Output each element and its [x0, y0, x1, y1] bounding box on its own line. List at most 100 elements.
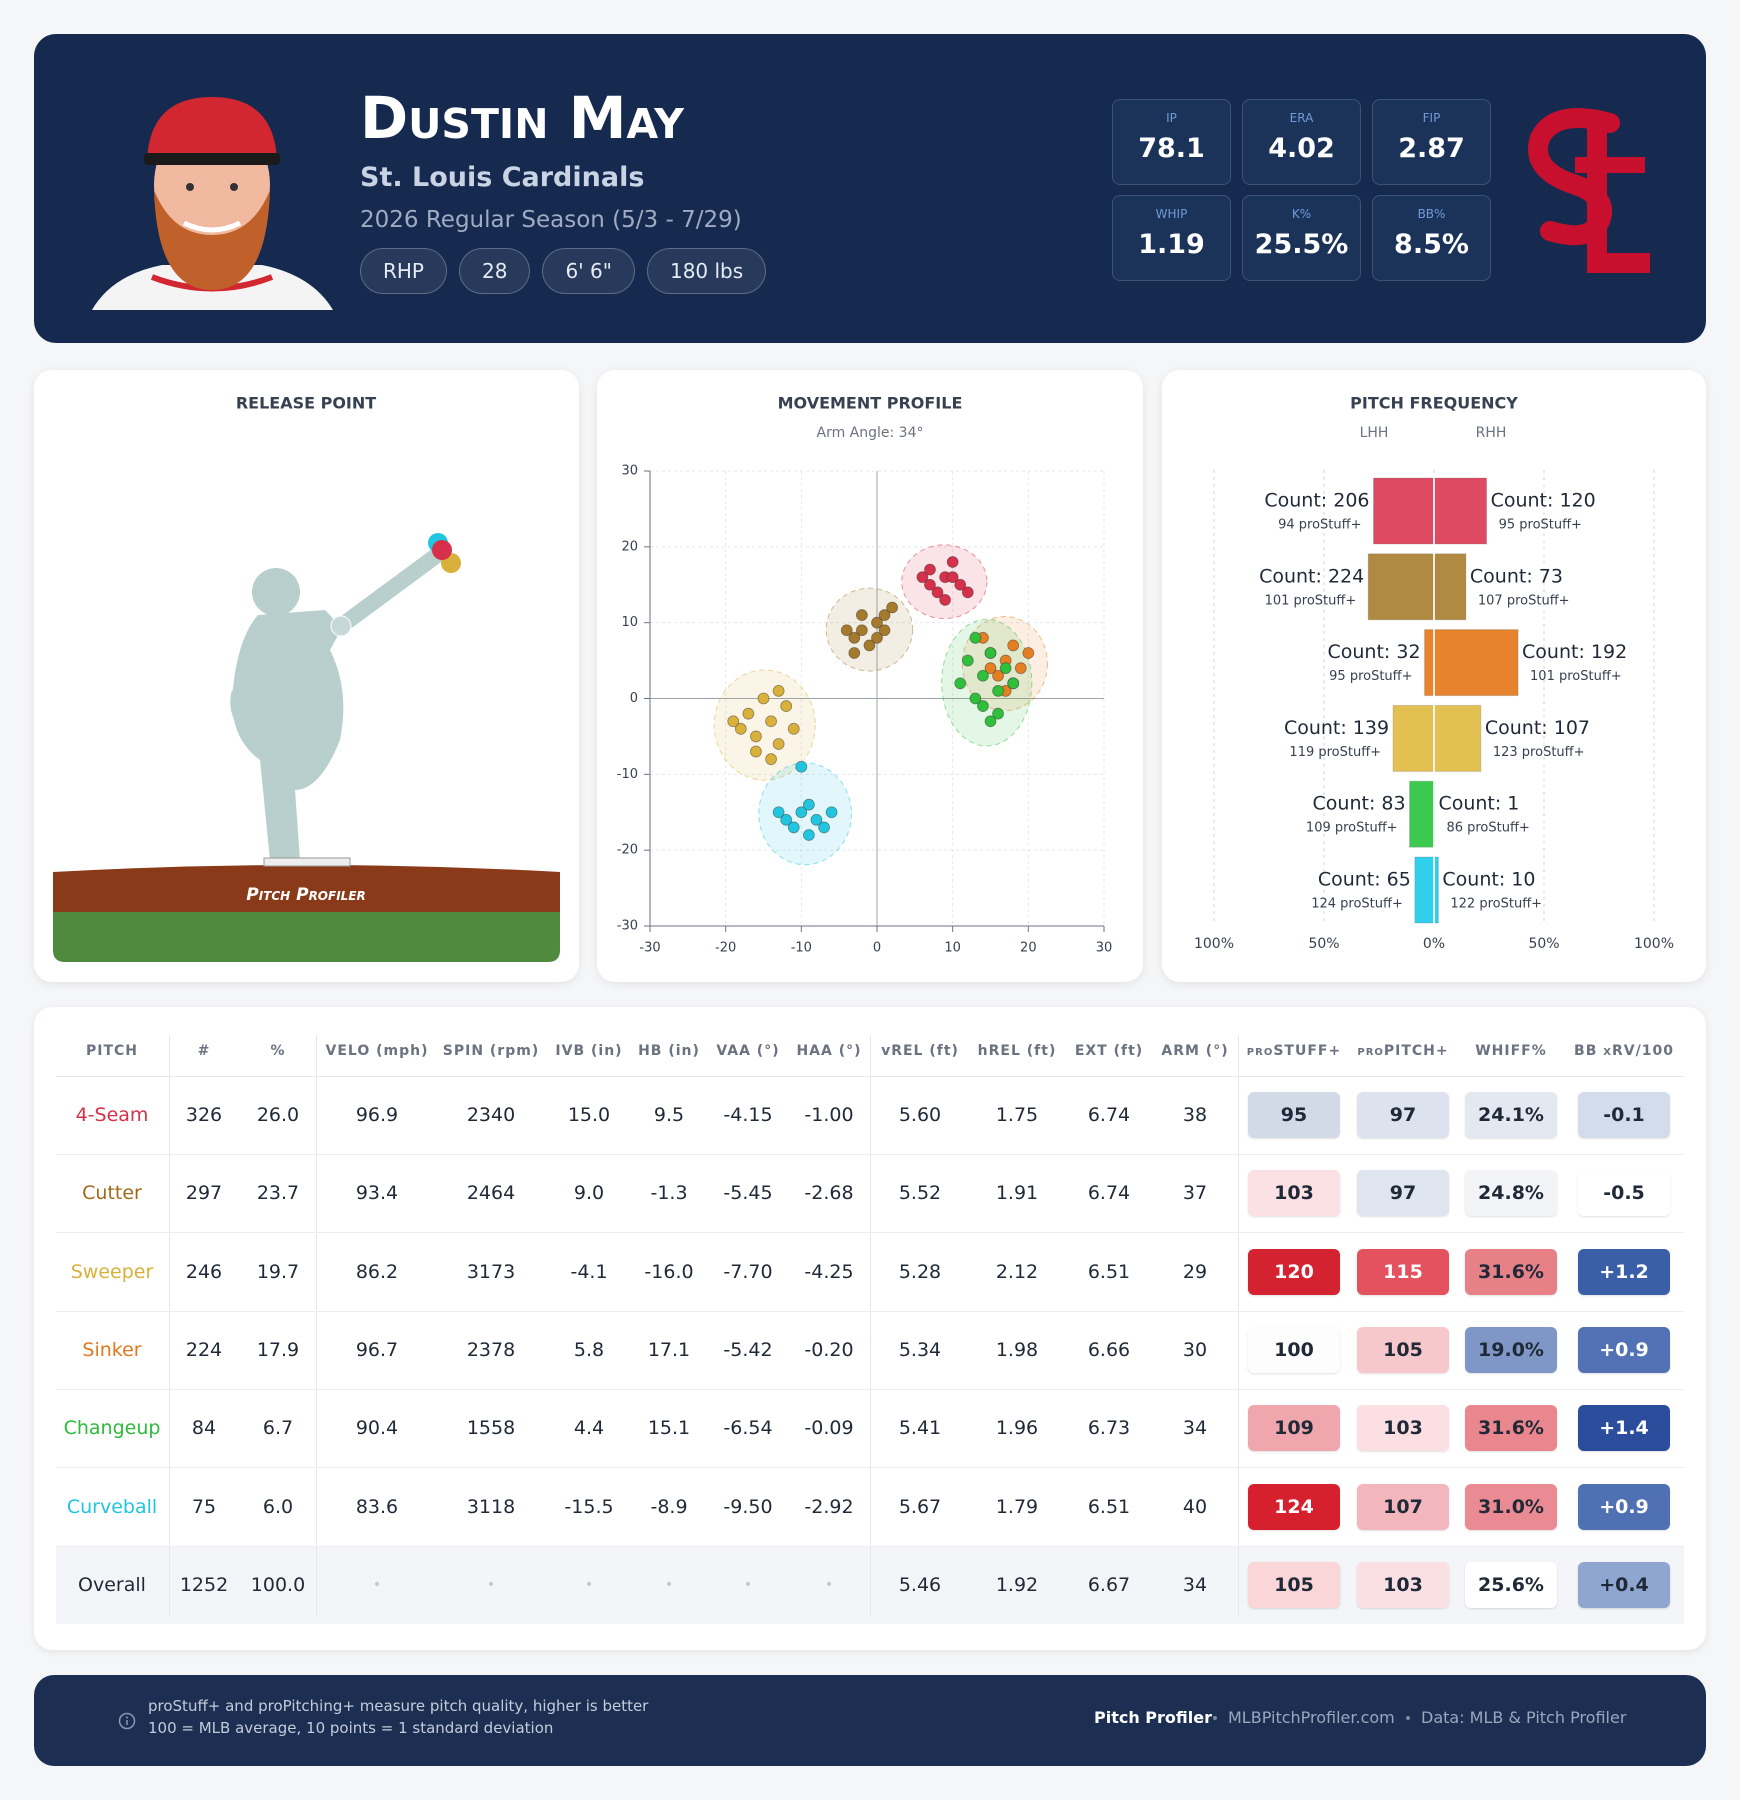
pitch-point [1022, 647, 1035, 659]
chart-subtitle: Arm Angle: 34° [817, 425, 924, 441]
cell: 23.7 [256, 1182, 300, 1205]
pitch-point [871, 631, 883, 644]
side-label: RHH [1476, 425, 1507, 441]
cell: 6.67 [1087, 1573, 1131, 1596]
count-label: Count: 120 [1491, 490, 1596, 512]
bar [1433, 704, 1482, 772]
cell: 19.7 [256, 1260, 300, 1283]
badge: +0.9 [1578, 1326, 1670, 1373]
badge: 100 [1248, 1326, 1340, 1373]
cluster-hull [713, 669, 816, 781]
cluster-hull [941, 618, 1033, 747]
x-tick-label: 0 [873, 941, 881, 956]
cell: -2.92 [804, 1495, 854, 1518]
pitch-name: Curveball [66, 1495, 158, 1518]
cell: 83.6 [355, 1495, 399, 1518]
column-header: % [270, 1043, 286, 1059]
cell: 6.51 [1087, 1260, 1131, 1283]
cell: -4.15 [723, 1104, 773, 1126]
separator [1213, 1716, 1217, 1720]
stat-label: ERA [1289, 111, 1314, 125]
cell: -9.50 [723, 1495, 773, 1518]
badge: 107 [1357, 1483, 1449, 1530]
y-tick-label: 30 [621, 464, 638, 479]
pitch-point [939, 594, 951, 606]
column-divider [870, 1035, 871, 1617]
badge: +1.4 [1578, 1405, 1670, 1452]
pitch-point [772, 685, 785, 697]
column-header: WHIFF% [1475, 1043, 1547, 1059]
chip: 28 [459, 248, 531, 294]
shoulder [330, 615, 352, 637]
stuff-label: 122 proStuff+ [1450, 897, 1542, 912]
bar [1424, 629, 1435, 697]
cell: 5.34 [898, 1338, 942, 1361]
badge: -0.5 [1578, 1170, 1670, 1217]
cell: 38 [1182, 1104, 1208, 1126]
cell: 15.1 [647, 1417, 691, 1440]
pitch-point [780, 813, 793, 826]
chip: 180 lbs [646, 248, 767, 294]
pitch-point [727, 715, 740, 728]
count-label: Count: 224 [1259, 565, 1364, 587]
cell: 1.79 [995, 1495, 1039, 1518]
cell: 6.0 [262, 1495, 294, 1518]
x-tick-label: 100% [1634, 936, 1674, 952]
count-label: Count: 107 [1485, 717, 1590, 739]
pitch-point [750, 745, 762, 758]
x-tick-label: 100% [1194, 936, 1234, 952]
pitch-point [855, 609, 868, 621]
stuff-label: 101 proStuff+ [1265, 593, 1357, 608]
cell: -4.1 [570, 1260, 608, 1283]
column-header: IVB (in) [555, 1043, 623, 1059]
cell: 1.98 [995, 1338, 1039, 1361]
cell: 5.52 [898, 1182, 942, 1205]
stat-value: 78.1 [1138, 133, 1205, 164]
pitch-point [969, 692, 982, 705]
stat-box: FIP 2.87 [1372, 99, 1491, 185]
pitch-point [780, 700, 793, 712]
footer-source: Data: MLB & Pitch Profiler [1421, 1708, 1627, 1727]
column-header: HAA (°) [796, 1043, 862, 1059]
cell: 30 [1182, 1338, 1208, 1361]
column-header: proSTUFF+ [1246, 1043, 1342, 1059]
rubber [263, 857, 351, 867]
badge: 103 [1357, 1561, 1449, 1608]
pitch-point [742, 707, 755, 720]
stat-value: 2.87 [1398, 133, 1465, 164]
stuff-label: 124 proStuff+ [1311, 897, 1403, 912]
pitch-point [855, 624, 868, 637]
cluster-hull [825, 587, 914, 672]
row-divider [56, 1232, 1684, 1234]
cell: 34 [1182, 1573, 1208, 1596]
cell: 4.4 [573, 1417, 605, 1440]
column-header: VAA (°) [716, 1043, 780, 1059]
cell: 5.41 [898, 1417, 942, 1440]
cell: 3173 [466, 1260, 516, 1283]
pitch-point [954, 677, 967, 690]
chip: 6' 6" [542, 248, 635, 294]
column-header: SPIN (rpm) [442, 1043, 540, 1059]
footer: proStuff+ and proPitching+ measure pitch… [34, 1675, 1706, 1766]
badge: 124 [1248, 1483, 1340, 1530]
stat-box: WHIP 1.19 [1112, 195, 1231, 281]
row-divider [56, 1310, 1684, 1312]
pitch-point [992, 685, 1004, 697]
bar [1373, 477, 1435, 545]
stat-value: 25.5% [1254, 229, 1349, 260]
count-label: Count: 32 [1327, 641, 1420, 663]
badge: 109 [1248, 1405, 1340, 1452]
card [597, 370, 1143, 982]
pitch-point [825, 806, 838, 819]
bar [1414, 856, 1435, 924]
cell: -6.54 [723, 1417, 773, 1440]
chips: RHP 28 6' 6" 180 lbs [360, 248, 778, 294]
info-icon [118, 1712, 136, 1730]
pitch-point [757, 692, 770, 705]
pitcher-figure [230, 568, 344, 860]
pitch-point [871, 616, 883, 629]
badge: +0.9 [1578, 1483, 1670, 1530]
cell: 9.0 [573, 1182, 605, 1205]
column-divider [1238, 1035, 1239, 1617]
column-header: hREL (ft) [977, 1043, 1057, 1059]
